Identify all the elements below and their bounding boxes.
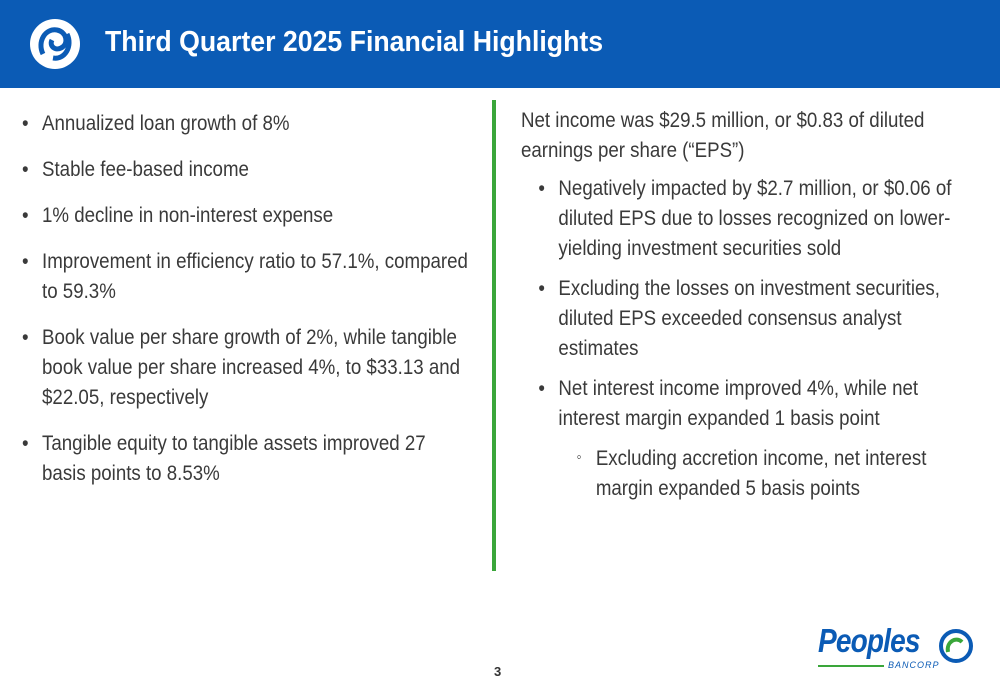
page-number: 3 xyxy=(494,664,502,679)
slide-title: Third Quarter 2025 Financial Highlights xyxy=(105,26,604,58)
bullet-list: Annualized loan growth of 8% Stable fee-b… xyxy=(22,108,474,488)
bullet-text: Book value per share growth of 2%, while… xyxy=(42,325,461,409)
bullet: Excluding the losses on investment secur… xyxy=(521,273,982,363)
bullet: Book value per share growth of 2%, while… xyxy=(22,322,474,412)
logo-subtitle: BANCORP xyxy=(888,660,940,670)
intro-text: Net income was $29.5 million, or $0.83 o… xyxy=(521,108,925,162)
bullet-text: Excluding accretion income, net interest… xyxy=(595,446,927,500)
bullet: Annualized loan growth of 8% xyxy=(22,108,474,138)
bullet: Improvement in efficiency ratio to 57.1%… xyxy=(22,246,474,306)
left-column: Annualized loan growth of 8% Stable fee-b… xyxy=(22,108,474,504)
bullet: Negatively impacted by $2.7 million, or … xyxy=(521,173,982,263)
header-logo xyxy=(30,19,80,69)
logo-line xyxy=(818,665,884,667)
bullet-text: Net interest income improved 4%, while n… xyxy=(558,376,919,430)
bullet-text: Improvement in efficiency ratio to 57.1%… xyxy=(42,249,468,303)
footer-logo xyxy=(939,629,973,663)
header-bar: Third Quarter 2025 Financial Highlights xyxy=(0,0,1000,88)
bullet: Tangible equity to tangible assets impro… xyxy=(22,428,474,488)
bullet-text: Stable fee-based income xyxy=(42,157,249,181)
bullet-list: Negatively impacted by $2.7 million, or … xyxy=(521,173,982,503)
bullet-text: Annualized loan growth of 8% xyxy=(42,111,290,135)
right-column: Net income was $29.5 million, or $0.83 o… xyxy=(521,105,982,503)
bullet-text: Excluding the losses on investment secur… xyxy=(558,276,940,360)
sub-bullet-list: Excluding accretion income, net interest… xyxy=(521,443,982,503)
bullet: Net interest income improved 4%, while n… xyxy=(521,373,982,433)
bullet-text: 1% decline in non-interest expense xyxy=(42,203,334,227)
bullet: 1% decline in non-interest expense xyxy=(22,200,474,230)
bullet-text: Negatively impacted by $2.7 million, or … xyxy=(558,176,952,260)
divider xyxy=(492,100,496,571)
bullet: Stable fee-based income xyxy=(22,154,474,184)
logo-name: Peoples xyxy=(818,622,920,659)
sub-bullet: Excluding accretion income, net interest… xyxy=(521,443,982,503)
bullet-text: Tangible equity to tangible assets impro… xyxy=(42,431,426,485)
